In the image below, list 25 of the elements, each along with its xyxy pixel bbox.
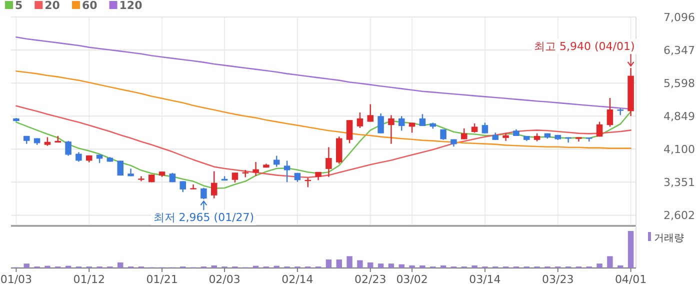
annotation: 최고 5,940 (04/01) [534, 40, 635, 53]
y-tick-label: 5,598 [664, 77, 695, 90]
x-tick-label: 03/02 [396, 273, 428, 286]
legend-label: 5 [15, 0, 23, 12]
x-tick-label: 01/03 [0, 273, 32, 286]
x-tick-label: 03/23 [542, 273, 574, 286]
legend-label: 120 [119, 0, 143, 12]
x-tick-label: 02/23 [354, 273, 386, 286]
y-tick-label: 4,849 [664, 110, 695, 124]
x-tick-label: 04/01 [614, 273, 647, 286]
legend-label: 20 [44, 0, 60, 12]
y-tick-label: 7,096 [664, 11, 695, 24]
legend-label: 거래량 [654, 233, 684, 244]
y-tick-label: 2,602 [664, 209, 695, 222]
legend-label: 60 [82, 0, 98, 12]
x-tick-label: 02/03 [208, 273, 240, 286]
x-tick-label: 02/14 [282, 273, 314, 286]
y-tick-label: 4,100 [664, 143, 695, 156]
x-tick-label: 01/21 [146, 273, 178, 286]
annotation: 최저 2,965 (01/27) [153, 211, 254, 224]
y-tick-label: 3,351 [664, 176, 695, 190]
legend: 거래량 [648, 232, 684, 244]
x-tick-label: 01/12 [73, 273, 105, 286]
x-tick-label: 03/14 [469, 273, 501, 286]
y-tick-label: 6,347 [664, 44, 695, 58]
